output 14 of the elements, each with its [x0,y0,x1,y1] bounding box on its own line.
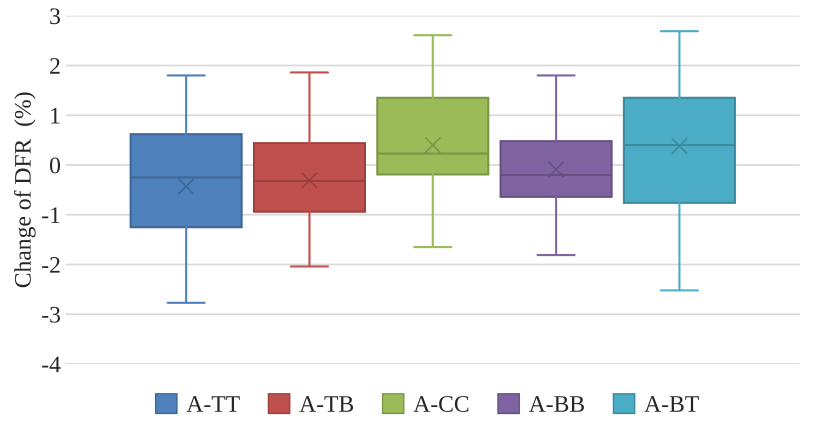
legend-label: A-TT [186,396,240,412]
y-tick-label: 0 [50,157,60,174]
y-tick-label: -3 [42,306,60,323]
y-tick-label: 3 [50,8,60,24]
legend-label: A-CC [413,396,468,412]
legend-label: A-TB [299,396,354,412]
legend-label: A-BB [528,396,584,412]
legend-label: A-BT [644,396,699,412]
y-tick-label: -1 [42,207,60,223]
y-tick-label: -4 [42,356,61,372]
y-tick-label: 2 [50,58,60,74]
y-tick-label: -2 [42,257,60,273]
y-axis-title: Change of DFR (%) [14,92,36,288]
y-tick-label: 1 [51,108,60,124]
